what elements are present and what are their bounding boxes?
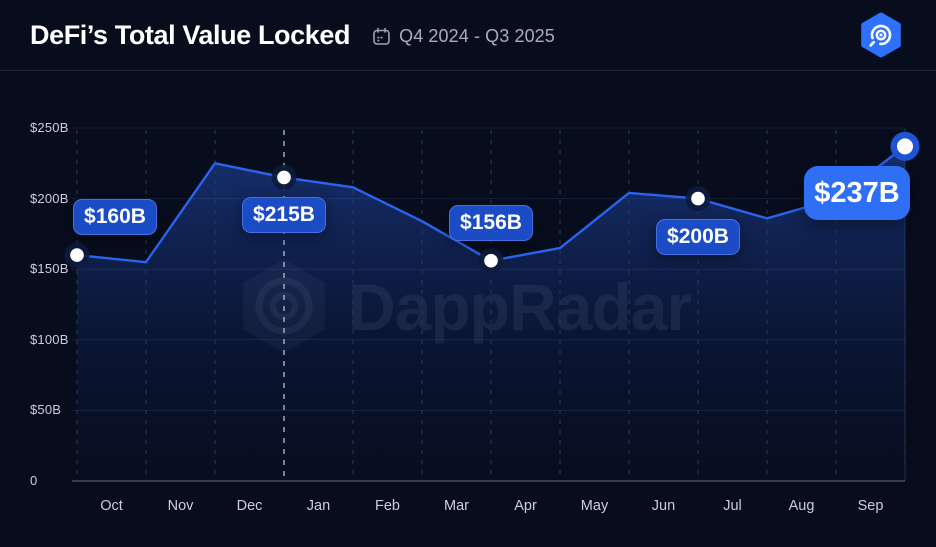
x-axis-label-jul: Jul	[723, 498, 742, 514]
calendar-icon	[372, 27, 391, 46]
value-callout: $200B	[656, 218, 740, 255]
period-label: Q4 2024 - Q3 2025	[399, 25, 555, 46]
x-axis-label-oct: Oct	[100, 498, 123, 514]
value-callout: $215B	[242, 197, 326, 234]
x-axis-label-aug: Aug	[788, 498, 815, 514]
y-axis-label: $200B	[30, 190, 69, 206]
data-point-dot	[691, 191, 705, 206]
x-axis-label-jan: Jan	[306, 498, 331, 514]
dappradar-watermark: DappRadar	[243, 259, 692, 353]
x-axis-label-dec: Dec	[236, 498, 263, 514]
y-axis-label: $250B	[30, 120, 69, 135]
page-title: DeFi’s Total Value Locked	[30, 19, 351, 50]
x-axis-label-mar: Mar	[444, 498, 469, 514]
header: DeFi’s Total Value Locked Q4 2024 - Q3 2…	[0, 0, 936, 70]
data-point-dot	[277, 170, 291, 185]
x-axis-label-sep: Sep	[857, 498, 884, 514]
y-axis-label: $100B	[30, 331, 69, 347]
value-callout: $160B	[73, 199, 157, 236]
data-point-dot	[484, 253, 498, 268]
value-callout: $156B	[449, 204, 533, 241]
header-divider	[0, 70, 936, 71]
watermark-text: DappRadar	[348, 270, 691, 344]
data-point-dot	[70, 248, 84, 262]
value-callout: $237B	[804, 166, 910, 221]
x-axis-label-nov: Nov	[167, 498, 194, 514]
y-axis-label: $150B	[30, 261, 69, 277]
x-axis-label-may: May	[580, 498, 609, 514]
y-axis-label: 0	[30, 473, 38, 488]
x-axis-label-apr: Apr	[514, 498, 537, 514]
data-point-dot	[897, 138, 913, 155]
x-axis-label-jun: Jun	[651, 498, 676, 514]
x-axis-label-feb: Feb	[375, 498, 400, 514]
y-axis-label: $50B	[30, 402, 62, 418]
dappradar-logo-icon	[860, 12, 902, 58]
period-badge: Q4 2024 - Q3 2025	[372, 26, 555, 47]
